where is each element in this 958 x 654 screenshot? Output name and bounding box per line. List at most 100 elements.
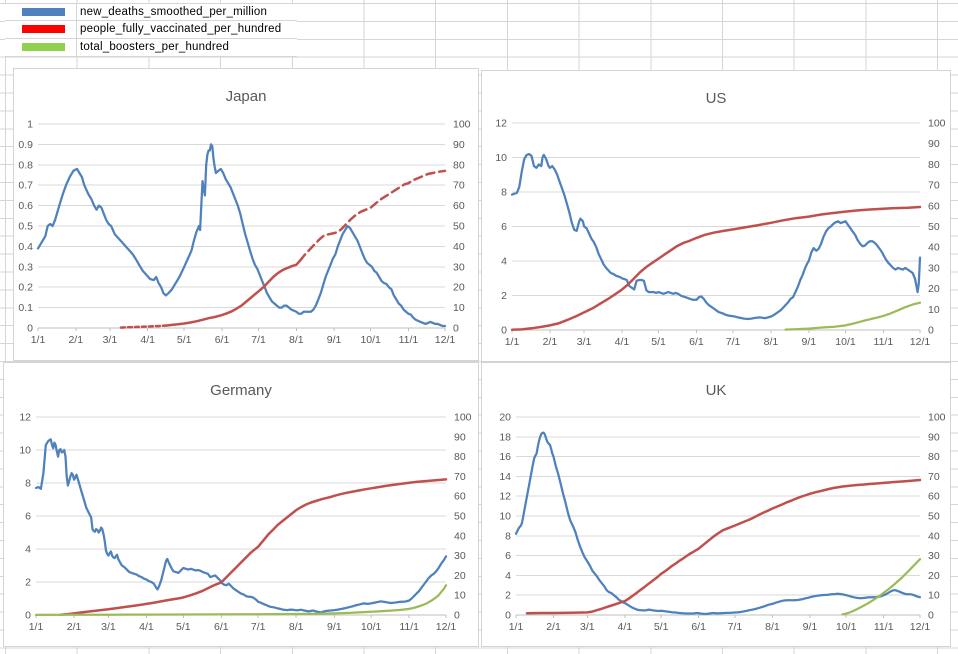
right-axis-label: 100 [928,412,946,424]
x-axis-label: 9/1 [327,621,342,633]
x-axis-label: 1/1 [31,334,46,346]
x-axis-label: 4/1 [139,621,154,633]
left-axis-label: 0.7 [18,180,33,192]
chart-svg: 0 2 4 6 8 10 12 14 16 18 20 0 10 20 30 40 50 60 70 80 90 100 1… [499,382,946,633]
left-axis-label: 12 [499,491,511,503]
right-axis-label: 40 [453,241,465,253]
left-axis-label: 14 [499,471,511,483]
right-axis-label: 10 [453,302,465,314]
left-axis-label: 6 [505,550,511,562]
right-axis-label: 100 [454,412,472,424]
legend-item-vaccinated[interactable]: people_fully_vaccinated_per_hundred [5,20,297,39]
x-axis-label: 7/1 [726,336,741,348]
chart-germany[interactable]: 0 2 4 6 8 10 12 0 10 20 30 40 50 60 70 80 90 100 1/1 2/1 3/1… [3,362,479,647]
chart-svg: 0 2 4 6 8 10 12 0 10 20 30 40 50 60 70 80 90 100 1/1 2/1 3/1… [19,382,472,633]
x-axis-label: 11/1 [399,334,419,346]
right-axis-label: 60 [928,200,940,212]
right-axis-label: 70 [928,180,940,192]
legend-item-deaths[interactable]: new_deaths_smoothed_per_million [5,3,297,21]
x-axis-label: 1/1 [29,621,44,633]
x-axis-label: 3/1 [103,334,118,346]
right-axis-label: 20 [928,283,940,295]
left-axis-label: 4 [505,570,511,582]
chart-svg: 00.10.20.30.40.50.60.70.80.9101020304050… [18,88,470,346]
right-axis-label: 30 [454,550,466,562]
left-axis-label: 4 [501,256,507,268]
right-axis-label: 80 [928,159,940,171]
left-axis-label: 12 [495,118,507,130]
series-people_fully_vaccinated_per_hundred [525,478,922,615]
right-axis-label: 10 [928,304,940,316]
series-new_deaths_smoothed_per_million [34,438,448,614]
right-axis-label: 70 [928,471,940,483]
legend-item-boosters[interactable]: total_boosters_per_hundred [5,38,297,57]
left-axis-label: 12 [19,412,31,424]
x-axis-label: 12/1 [436,621,457,633]
series-people_fully_vaccinated_per_hundred [510,205,922,331]
x-axis-label: 6/1 [689,336,704,348]
chart-title: UK [706,382,727,399]
left-axis-label: 0.2 [18,282,33,294]
series-people_fully_vaccinated_per_hundred [298,169,447,262]
x-axis-label: 3/1 [580,621,595,633]
x-axis-label: 8/1 [289,621,304,633]
right-axis-label: 0 [454,610,460,622]
x-axis-label: 3/1 [101,621,116,633]
x-axis-label: 4/1 [615,336,630,348]
chart-japan[interactable]: 0 0.1 0.2 0.3 0.4 0.5 0.6 0.7 0.8 0.9 1 0 10 20 30 40 50… [13,68,479,361]
left-axis-label: 0.5 [18,221,33,233]
right-axis-label: 40 [928,242,940,254]
right-axis-label: 0 [928,325,934,337]
right-axis-label: 70 [453,180,465,192]
left-axis-label: 10 [499,511,511,523]
right-axis-label: 80 [453,159,465,171]
right-axis-label: 70 [454,471,466,483]
x-axis-label: 6/1 [214,621,229,633]
x-axis-label: 2/1 [543,336,558,348]
right-axis-label: 10 [454,590,466,602]
boosters-series-swatch-icon [22,43,65,52]
left-axis-label: 0.8 [18,159,33,171]
x-axis-label: 9/1 [327,334,342,346]
chart-title: Japan [226,88,267,105]
chart-svg: 0 2 4 6 8 10 12 0 10 20 30 40 50 60 70 80 90 100 1/1 2/1 3/1… [495,90,946,348]
right-axis-label: 30 [453,261,465,273]
left-axis-label: 0.6 [18,200,33,212]
left-axis-label: 1 [27,119,33,131]
left-axis-label: 0.1 [18,302,33,314]
series-new_deaths_smoothed_per_million [36,143,447,328]
vaccinated-series-swatch-icon [22,25,65,34]
legend: new_deaths_smoothed_per_million people_f… [5,3,297,57]
x-axis-label: 2/1 [546,621,561,633]
right-axis-label: 90 [928,138,940,150]
x-axis-label: 11/1 [874,336,894,348]
x-axis-label: 11/1 [399,621,419,633]
right-axis-label: 60 [453,200,465,212]
x-axis-label: 11/1 [874,621,894,633]
left-axis-label: 4 [25,544,31,556]
left-axis-label: 8 [25,478,31,490]
legend-swatch-cell [5,4,77,20]
chart-title: US [706,90,727,107]
right-axis-label: 60 [928,491,940,503]
series-new_deaths_smoothed_per_million [510,152,922,321]
left-axis-label: 6 [501,221,507,233]
left-axis-label: 0.9 [18,139,33,151]
x-axis-label: 10/1 [836,621,857,633]
right-axis-label: 20 [453,282,465,294]
chart-us[interactable]: 0 2 4 6 8 10 12 0 10 20 30 40 50 60 70 80 90 100 1/1 2/1 3/1… [481,70,951,362]
series-total_boosters_per_hundred [784,301,922,331]
legend-label-deaths: new_deaths_smoothed_per_million [80,5,268,18]
x-axis-label: 10/1 [360,334,381,346]
x-axis-label: 7/1 [251,334,266,346]
right-axis-label: 50 [928,221,940,233]
right-axis-label: 100 [928,118,946,130]
chart-uk[interactable]: 0 2 4 6 8 10 12 14 16 18 20 0 10 20 30 40 50 60 70 80 90 100 1… [481,362,951,647]
left-axis-label: 10 [19,445,31,457]
right-axis-label: 90 [454,431,466,443]
left-axis-label: 0 [27,323,33,335]
x-axis-label: 7/1 [728,621,743,633]
x-axis-label: 5/1 [177,334,192,346]
x-axis-label: 1/1 [509,621,524,633]
